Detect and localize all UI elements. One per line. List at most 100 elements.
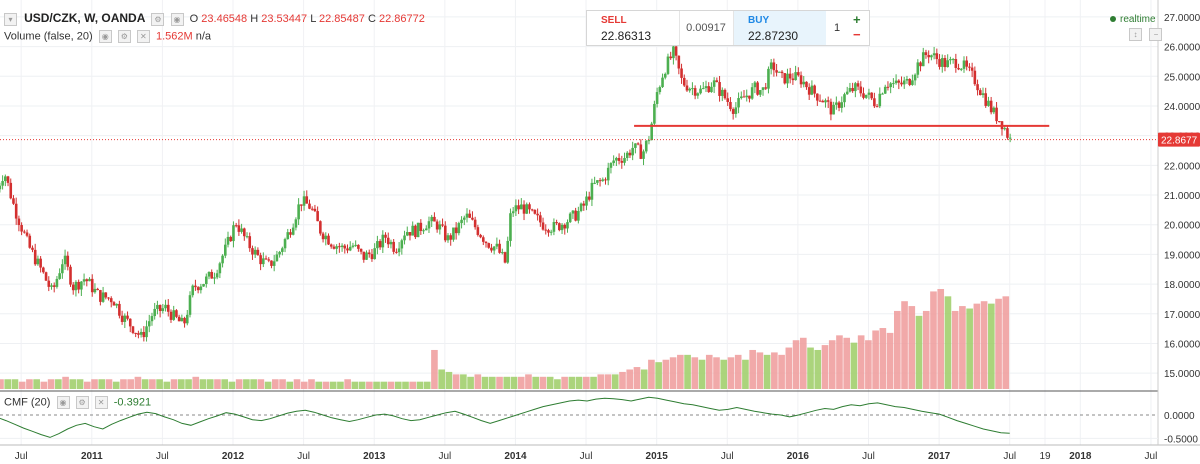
candle-body xyxy=(28,235,32,248)
volume-bar xyxy=(517,376,525,389)
candle-body xyxy=(313,208,317,212)
candle-body xyxy=(897,80,901,83)
candle-body xyxy=(150,316,154,322)
volume-bar xyxy=(503,376,511,389)
candle-body xyxy=(85,279,89,282)
volume-bar xyxy=(206,379,214,389)
buy-button[interactable]: BUY 22.87230 xyxy=(733,11,826,45)
candle-body xyxy=(997,121,1001,123)
cmf-axis[interactable]: 0.0000 -0.5000 xyxy=(1164,411,1198,445)
volume-bar xyxy=(199,379,207,389)
candle-body xyxy=(981,93,985,96)
candle-body xyxy=(522,204,526,214)
time-axis[interactable]: Jul 2011 Jul 2012 Jul 2013 Jul 2014 Jul 2015 Jul 20… xyxy=(15,451,1158,462)
volume-bar xyxy=(55,379,62,389)
volume-bar xyxy=(662,359,670,389)
candle-body xyxy=(118,303,121,316)
volume-bar xyxy=(0,379,4,389)
candle-body xyxy=(487,243,491,248)
candle-body xyxy=(824,100,827,103)
candle-body xyxy=(232,225,235,242)
candle-body xyxy=(593,182,596,184)
collapse-icon[interactable]: ▾ xyxy=(4,12,17,26)
volume-bar xyxy=(995,298,1002,389)
candle-body xyxy=(237,225,241,232)
candle-body xyxy=(767,68,770,89)
realtime-dot-icon xyxy=(1110,16,1116,22)
candle-body xyxy=(88,278,91,282)
volume-bar xyxy=(329,381,337,389)
volume-bar xyxy=(221,379,229,389)
open-value: 23.46548 xyxy=(201,13,248,25)
cmf-close-icon[interactable]: ✕ xyxy=(94,396,108,409)
price-axis[interactable]: 27.000026.000025.000024.000023.000022.00… xyxy=(1164,13,1200,380)
maximize-pane-icon[interactable]: ↕ xyxy=(1129,28,1142,42)
volume-settings-icon[interactable]: ⚙ xyxy=(117,30,131,43)
candle-body xyxy=(221,255,224,264)
volume-bar xyxy=(749,349,756,389)
candle-body xyxy=(408,232,412,236)
candle-body xyxy=(185,314,189,324)
candle-body xyxy=(142,331,146,338)
candle-body xyxy=(213,277,216,279)
minimize-pane-icon[interactable]: − xyxy=(1149,28,1163,42)
volume-bar xyxy=(26,379,33,389)
candle-body xyxy=(718,82,721,96)
volume-bar xyxy=(243,379,250,389)
visibility-icon[interactable]: ◉ xyxy=(170,12,184,26)
cmf-eye-icon[interactable]: ◉ xyxy=(56,396,70,409)
candle-body xyxy=(433,216,436,222)
realtime-indicator: realtime xyxy=(1110,14,1156,25)
plus-button[interactable]: + xyxy=(853,12,861,27)
candle-body xyxy=(802,81,806,85)
candle-body xyxy=(748,95,751,99)
candle-body xyxy=(4,176,7,182)
candle-body xyxy=(715,80,719,83)
candle-body xyxy=(905,78,909,81)
candle-body xyxy=(147,321,151,327)
sell-button[interactable]: SELL 22.86313 xyxy=(587,11,680,45)
volume-bar xyxy=(734,354,742,389)
candle-body xyxy=(848,88,852,92)
candle-body xyxy=(365,252,368,260)
volume-eye-icon[interactable]: ◉ xyxy=(98,30,112,43)
volume-bar xyxy=(431,349,438,389)
volume-bar xyxy=(127,379,134,389)
cmf-legend-label[interactable]: CMF (20) xyxy=(4,396,51,409)
settings-icon[interactable]: ⚙ xyxy=(151,12,165,26)
candle-body xyxy=(395,251,398,253)
candle-body xyxy=(66,255,70,267)
candle-body xyxy=(403,235,406,241)
candle-body xyxy=(549,231,553,233)
volume-bar xyxy=(988,303,995,389)
candle-body xyxy=(957,67,960,70)
volume-bar xyxy=(908,306,916,389)
volume-bar xyxy=(394,381,402,389)
symbol-title[interactable]: USD/CZK, W, OANDA xyxy=(24,11,146,25)
candle-body xyxy=(166,304,170,312)
volume-bar xyxy=(264,381,272,389)
volume-bar xyxy=(525,374,532,389)
candle-body xyxy=(867,92,871,95)
candle-body xyxy=(278,251,281,255)
volume-bar xyxy=(966,308,973,389)
candle-body xyxy=(424,228,428,231)
candle-body xyxy=(452,227,455,240)
minus-button[interactable]: − xyxy=(853,27,861,42)
candle-body xyxy=(609,163,613,168)
candle-body xyxy=(509,213,512,241)
candle-body xyxy=(438,224,442,230)
cmf-settings-icon[interactable]: ⚙ xyxy=(75,396,89,409)
candle-body xyxy=(422,230,425,232)
candle-body xyxy=(606,167,610,181)
candle-body xyxy=(892,83,895,85)
price-tick-label: 21.0000 xyxy=(1164,191,1200,202)
last-price-tag: 22.8677 xyxy=(1158,132,1200,147)
candle-body xyxy=(674,46,678,56)
volume-close-icon[interactable]: ✕ xyxy=(136,30,150,43)
time-tick-label: 2012 xyxy=(222,451,245,462)
volume-legend-label[interactable]: Volume (false, 20) xyxy=(4,30,93,43)
candle-body xyxy=(96,288,99,291)
lot-size-input[interactable]: 1 xyxy=(833,22,841,34)
